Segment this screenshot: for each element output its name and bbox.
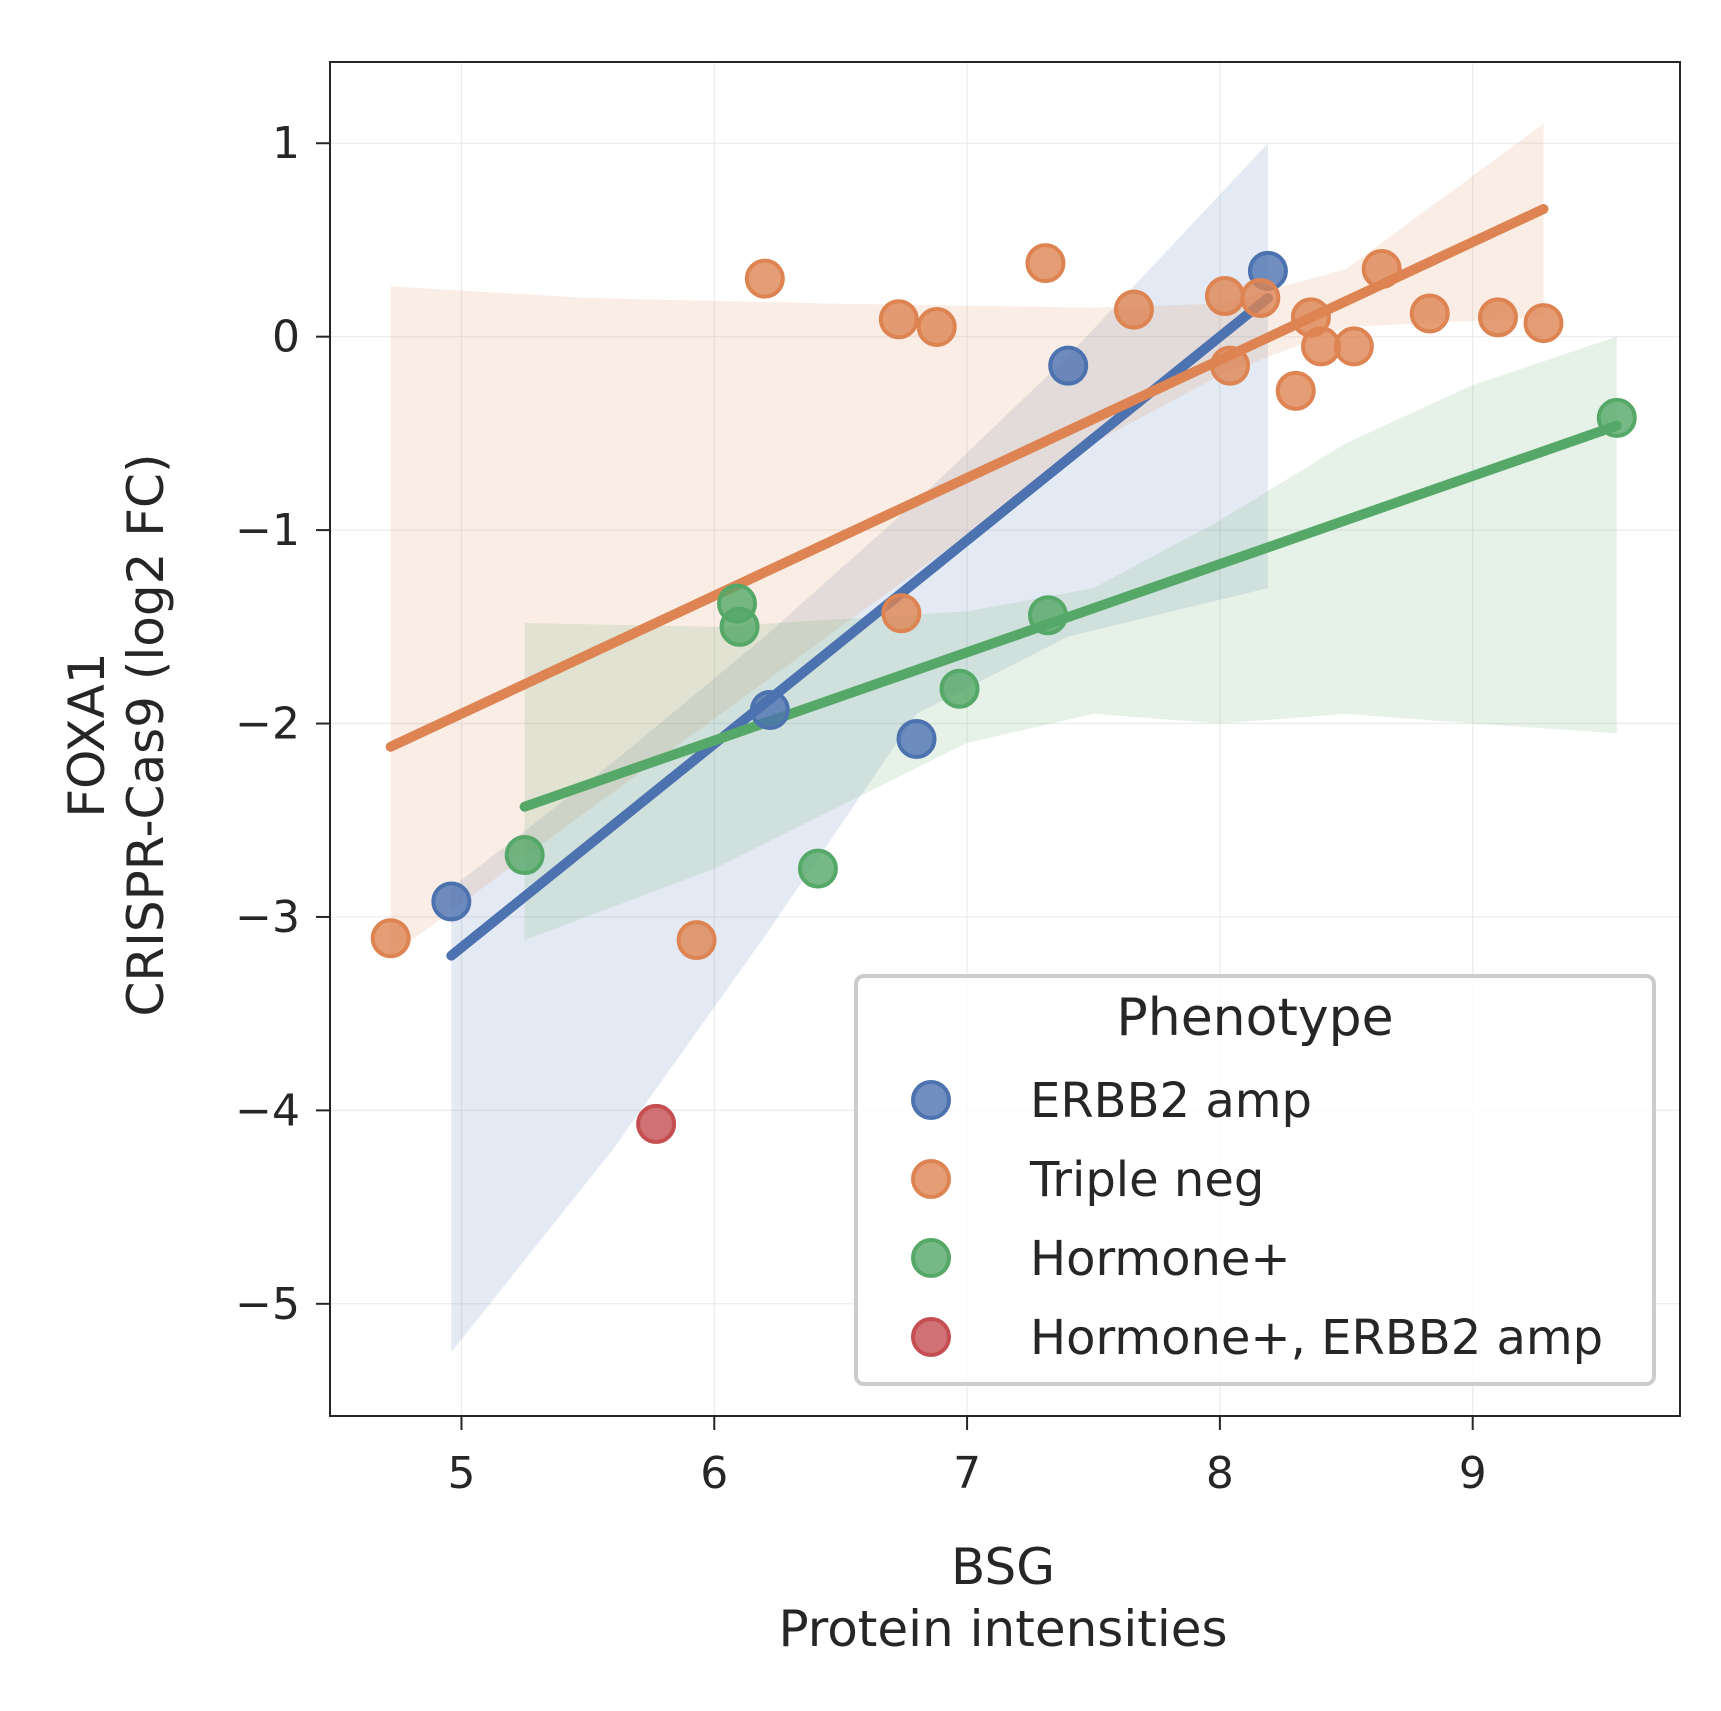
data-point [636,1103,677,1144]
y-tick-label: −3 [235,892,300,943]
x-tick-label: 5 [447,1448,475,1499]
legend-label: ERBB2 amp [1030,1073,1312,1129]
legend-marker [911,1238,951,1278]
legend-label: Triple neg [1029,1152,1264,1208]
data-point [1204,276,1245,317]
legend-marker [911,1317,951,1357]
regression-line [519,420,1622,812]
data-point [1048,345,1089,386]
y-tick-label: −4 [235,1085,300,1136]
data-point [1301,326,1342,367]
regression-line [446,292,1273,961]
ci-band [524,336,1617,941]
x-axis-title-line1: BSG [951,1538,1055,1596]
confidence-bands [390,123,1617,1353]
grid [330,62,1680,1416]
data-point [744,258,785,299]
x-tick-label: 6 [700,1448,728,1499]
y-tick-label: −2 [235,699,300,750]
legend-label: Hormone+ [1030,1231,1291,1287]
data-point [939,668,980,709]
data-point [1240,277,1281,318]
ci-band [390,123,1544,956]
data-point [1275,370,1316,411]
y-tick-label: −5 [235,1279,300,1330]
legend: Phenotype ERBB2 amp Triple neg Hormone+ Hor… [854,974,1656,1386]
data-point [881,593,922,634]
data-point [916,306,957,347]
data-point [504,835,545,876]
data-point [1025,243,1066,284]
data-point [1210,345,1250,386]
data-point [1361,248,1402,289]
x-tick-label: 9 [1459,1448,1487,1499]
legend-title: Phenotype [1116,988,1393,1048]
regression-line [385,204,1549,752]
axis-ticks: 5 6 7 8 910−1−2−3−4−5 [235,118,1487,1499]
data-point [1409,293,1450,334]
y-tick-label: −1 [235,505,300,556]
y-tick-label: 0 [272,312,300,363]
data-point [719,606,760,647]
data-point [749,689,790,730]
data-point [797,848,838,889]
data-point [370,918,411,959]
legend-box [854,974,1656,1386]
data-point [1333,326,1374,367]
data-points [370,243,1637,1144]
y-axis-title-line1: FOXA1 [58,652,116,817]
x-axis-title-line2: Protein intensities [778,1600,1227,1658]
x-tick-label: 8 [1206,1448,1234,1499]
data-point [676,920,717,961]
data-point [1027,595,1068,636]
data-point [896,719,937,759]
data-point [1523,303,1564,344]
x-tick-label: 7 [953,1448,981,1499]
data-point [1596,397,1637,438]
plot-frame [329,61,1681,1417]
legend-items: ERBB2 amp Triple neg Hormone+ Hormone+, ERB… [911,1073,1603,1366]
data-point [431,881,472,922]
data-point [1113,289,1154,330]
legend-label: Hormone+, ERBB2 amp [1030,1310,1603,1366]
regression-lines [385,204,1622,961]
y-tick-label: 1 [272,118,300,169]
legend-marker [911,1159,951,1199]
data-point [878,299,919,340]
data-point [1477,297,1518,338]
legend-marker [911,1080,951,1120]
ci-band [451,143,1268,1353]
y-axis-title-line2: CRISPR-Cas9 (log2 FC) [117,454,175,1017]
